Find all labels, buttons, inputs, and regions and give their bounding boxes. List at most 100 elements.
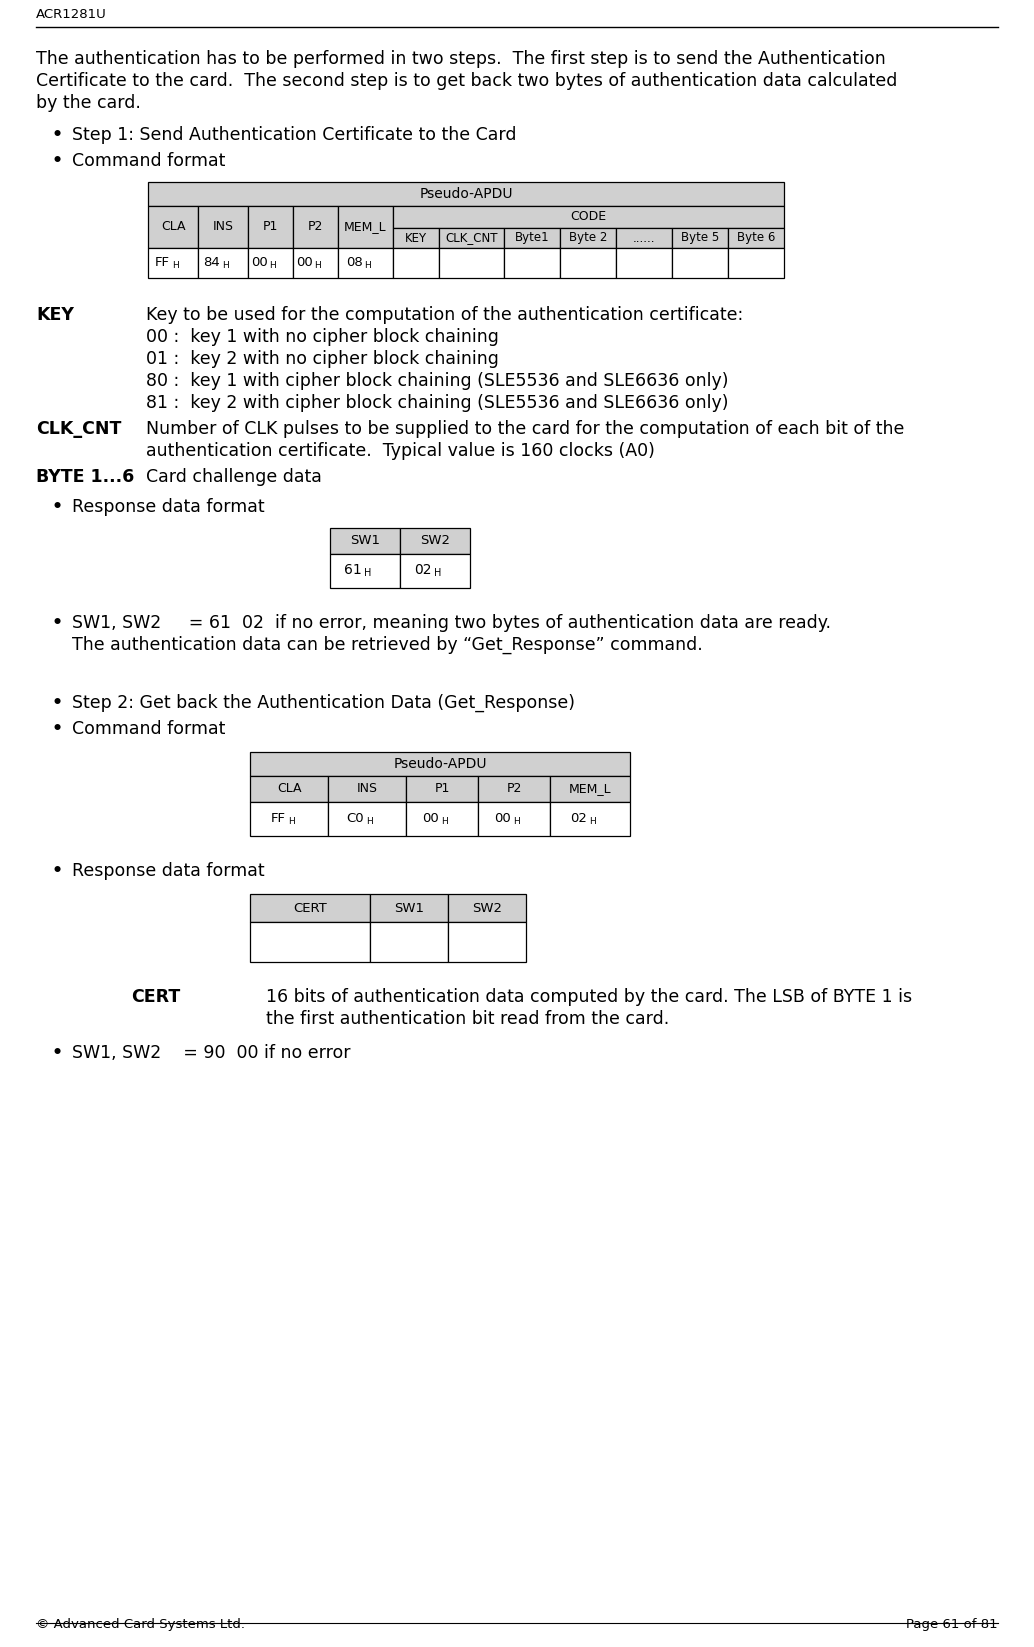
Bar xyxy=(439,249,504,278)
Text: 80 :  key 1 with cipher block chaining (SLE5536 and SLE6636 only): 80 : key 1 with cipher block chaining (S… xyxy=(146,372,729,390)
Bar xyxy=(448,894,526,922)
Text: Response data format: Response data format xyxy=(72,497,265,516)
Bar xyxy=(250,776,328,802)
Text: MEM_L: MEM_L xyxy=(569,782,611,796)
Text: authentication certificate.  Typical value is 160 clocks (A0): authentication certificate. Typical valu… xyxy=(146,441,655,460)
Text: P2: P2 xyxy=(507,782,522,796)
Text: Byte1: Byte1 xyxy=(515,232,549,244)
Text: © Advanced Card Systems Ltd.: © Advanced Card Systems Ltd. xyxy=(36,1617,245,1631)
Bar xyxy=(448,922,526,962)
Text: SW1, SW2     = 61  02  if no error, meaning two bytes of authentication data are: SW1, SW2 = 61 02 if no error, meaning tw… xyxy=(72,614,831,632)
Bar xyxy=(728,227,784,249)
Text: 61: 61 xyxy=(344,563,362,576)
Text: The authentication data can be retrieved by “Get_Response” command.: The authentication data can be retrieved… xyxy=(72,636,703,654)
Bar xyxy=(370,894,448,922)
Text: CLK_CNT: CLK_CNT xyxy=(446,232,497,244)
Bar xyxy=(330,553,400,588)
Text: Step 1: Send Authentication Certificate to the Card: Step 1: Send Authentication Certificate … xyxy=(72,127,517,143)
Text: KEY: KEY xyxy=(36,306,73,324)
Text: 01 :  key 2 with no cipher block chaining: 01 : key 2 with no cipher block chaining xyxy=(146,351,498,367)
Text: ACR1281U: ACR1281U xyxy=(36,8,107,21)
Bar xyxy=(400,529,470,553)
Bar xyxy=(148,206,197,249)
Bar xyxy=(672,227,728,249)
Text: Pseudo-APDU: Pseudo-APDU xyxy=(419,188,513,201)
Text: H: H xyxy=(434,568,442,578)
Bar xyxy=(504,227,560,249)
Text: 84: 84 xyxy=(204,255,220,268)
Bar xyxy=(393,206,784,227)
Bar xyxy=(406,776,478,802)
Text: CODE: CODE xyxy=(571,211,607,224)
Text: P1: P1 xyxy=(263,221,278,234)
Text: INS: INS xyxy=(213,221,234,234)
Text: Command format: Command format xyxy=(72,152,225,170)
Text: SW2: SW2 xyxy=(420,535,450,547)
Text: C0: C0 xyxy=(346,812,364,825)
Text: by the card.: by the card. xyxy=(36,94,141,112)
Text: P1: P1 xyxy=(434,782,450,796)
Text: •: • xyxy=(52,497,63,516)
Bar xyxy=(338,249,393,278)
Text: P2: P2 xyxy=(308,221,324,234)
Text: CERT: CERT xyxy=(293,901,327,914)
Bar xyxy=(250,894,370,922)
Text: Command format: Command format xyxy=(72,720,225,738)
Text: 00: 00 xyxy=(494,812,511,825)
Text: 00 :  key 1 with no cipher block chaining: 00 : key 1 with no cipher block chaining xyxy=(146,328,498,346)
Bar xyxy=(728,249,784,278)
Text: 16 bits of authentication data computed by the card. The LSB of BYTE 1 is: 16 bits of authentication data computed … xyxy=(266,988,912,1006)
Text: H: H xyxy=(288,817,295,825)
Bar xyxy=(338,206,393,249)
Text: 81 :  key 2 with cipher block chaining (SLE5536 and SLE6636 only): 81 : key 2 with cipher block chaining (S… xyxy=(146,394,729,412)
Bar xyxy=(370,922,448,962)
Bar xyxy=(148,249,197,278)
Text: Card challenge data: Card challenge data xyxy=(146,468,322,486)
Text: SW1: SW1 xyxy=(394,901,424,914)
Bar xyxy=(406,802,478,837)
Text: H: H xyxy=(172,260,179,270)
Text: H: H xyxy=(364,568,371,578)
Bar xyxy=(250,922,370,962)
Text: Pseudo-APDU: Pseudo-APDU xyxy=(393,758,487,771)
Bar xyxy=(616,249,672,278)
Text: Number of CLK pulses to be supplied to the card for the computation of each bit : Number of CLK pulses to be supplied to t… xyxy=(146,420,905,438)
Text: Page 61 of 81: Page 61 of 81 xyxy=(907,1617,998,1631)
Text: FF: FF xyxy=(271,812,286,825)
Text: H: H xyxy=(222,260,229,270)
Text: Byte 5: Byte 5 xyxy=(680,232,719,244)
Bar xyxy=(560,227,616,249)
Text: 00: 00 xyxy=(251,255,268,268)
Bar xyxy=(478,802,550,837)
Text: Step 2: Get back the Authentication Data (Get_Response): Step 2: Get back the Authentication Data… xyxy=(72,693,575,712)
Text: •: • xyxy=(52,127,63,143)
Bar xyxy=(293,249,338,278)
Bar xyxy=(250,753,630,776)
Text: H: H xyxy=(589,817,596,825)
Text: •: • xyxy=(52,693,63,712)
Bar xyxy=(197,206,248,249)
Bar xyxy=(550,802,630,837)
Text: Byte 6: Byte 6 xyxy=(737,232,776,244)
Bar xyxy=(328,802,406,837)
Text: CLA: CLA xyxy=(277,782,301,796)
Text: INS: INS xyxy=(357,782,377,796)
Text: •: • xyxy=(52,720,63,738)
Text: H: H xyxy=(513,817,520,825)
Bar xyxy=(197,249,248,278)
Text: Certificate to the card.  The second step is to get back two bytes of authentica: Certificate to the card. The second step… xyxy=(36,72,898,91)
Text: Byte 2: Byte 2 xyxy=(569,232,607,244)
Bar xyxy=(504,249,560,278)
Text: CLK_CNT: CLK_CNT xyxy=(36,420,121,438)
Bar xyxy=(400,553,470,588)
Bar xyxy=(672,249,728,278)
Text: •: • xyxy=(52,152,63,170)
Text: H: H xyxy=(366,817,372,825)
Text: Key to be used for the computation of the authentication certificate:: Key to be used for the computation of th… xyxy=(146,306,743,324)
Bar xyxy=(328,776,406,802)
Text: 00: 00 xyxy=(296,255,312,268)
Bar xyxy=(560,249,616,278)
Text: KEY: KEY xyxy=(405,232,427,244)
Text: 02: 02 xyxy=(570,812,587,825)
Text: FF: FF xyxy=(155,255,170,268)
